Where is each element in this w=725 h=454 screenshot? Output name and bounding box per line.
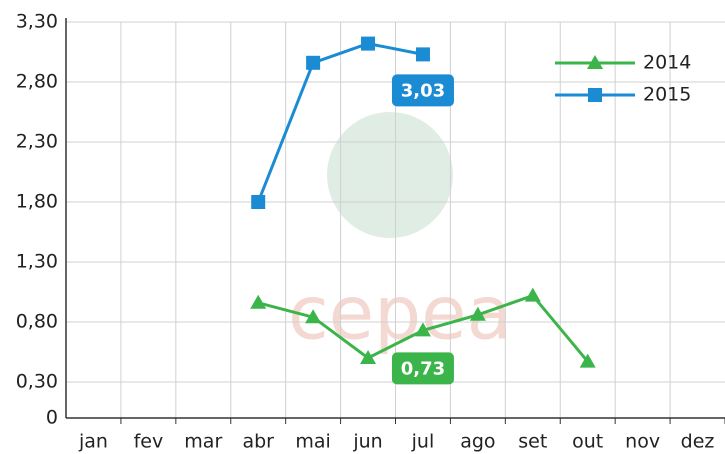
value-label: 0,73 [401, 358, 445, 379]
y-tick-label: 0,80 [16, 311, 58, 333]
x-tick-label: jan [78, 431, 108, 453]
y-tick-label: 0,30 [16, 371, 58, 393]
legend-marker [588, 88, 602, 102]
point [306, 56, 320, 70]
y-tick-label: 1,80 [16, 191, 58, 213]
x-tick-label: dez [681, 431, 715, 453]
value-label: 3,03 [401, 80, 445, 101]
x-tick-label: jul [411, 431, 435, 453]
legend-label: 2014 [643, 52, 691, 74]
x-tick-label: fev [134, 431, 164, 453]
x-tick-label: ago [460, 431, 495, 453]
point [416, 47, 430, 61]
x-tick-label: set [518, 431, 547, 453]
watermark-globe [327, 112, 453, 238]
y-tick-label: 3,30 [16, 11, 58, 33]
point [525, 288, 541, 302]
chart: cepea 00,300,801,301,802,302,803,30janfe… [0, 0, 725, 454]
x-tick-label: mai [295, 431, 330, 453]
x-tick-label: jun [352, 431, 382, 453]
y-tick-label: 0 [46, 407, 58, 429]
point [361, 37, 375, 51]
x-tick-label: mar [184, 431, 222, 453]
point [250, 295, 266, 309]
y-tick-label: 2,80 [16, 71, 58, 93]
x-tick-label: nov [625, 431, 660, 453]
x-tick-label: abr [242, 431, 274, 453]
y-tick-label: 2,30 [16, 131, 58, 153]
x-tick-label: out [572, 431, 603, 453]
point [251, 195, 265, 209]
legend-label: 2015 [643, 84, 691, 106]
y-tick-label: 1,30 [16, 251, 58, 273]
